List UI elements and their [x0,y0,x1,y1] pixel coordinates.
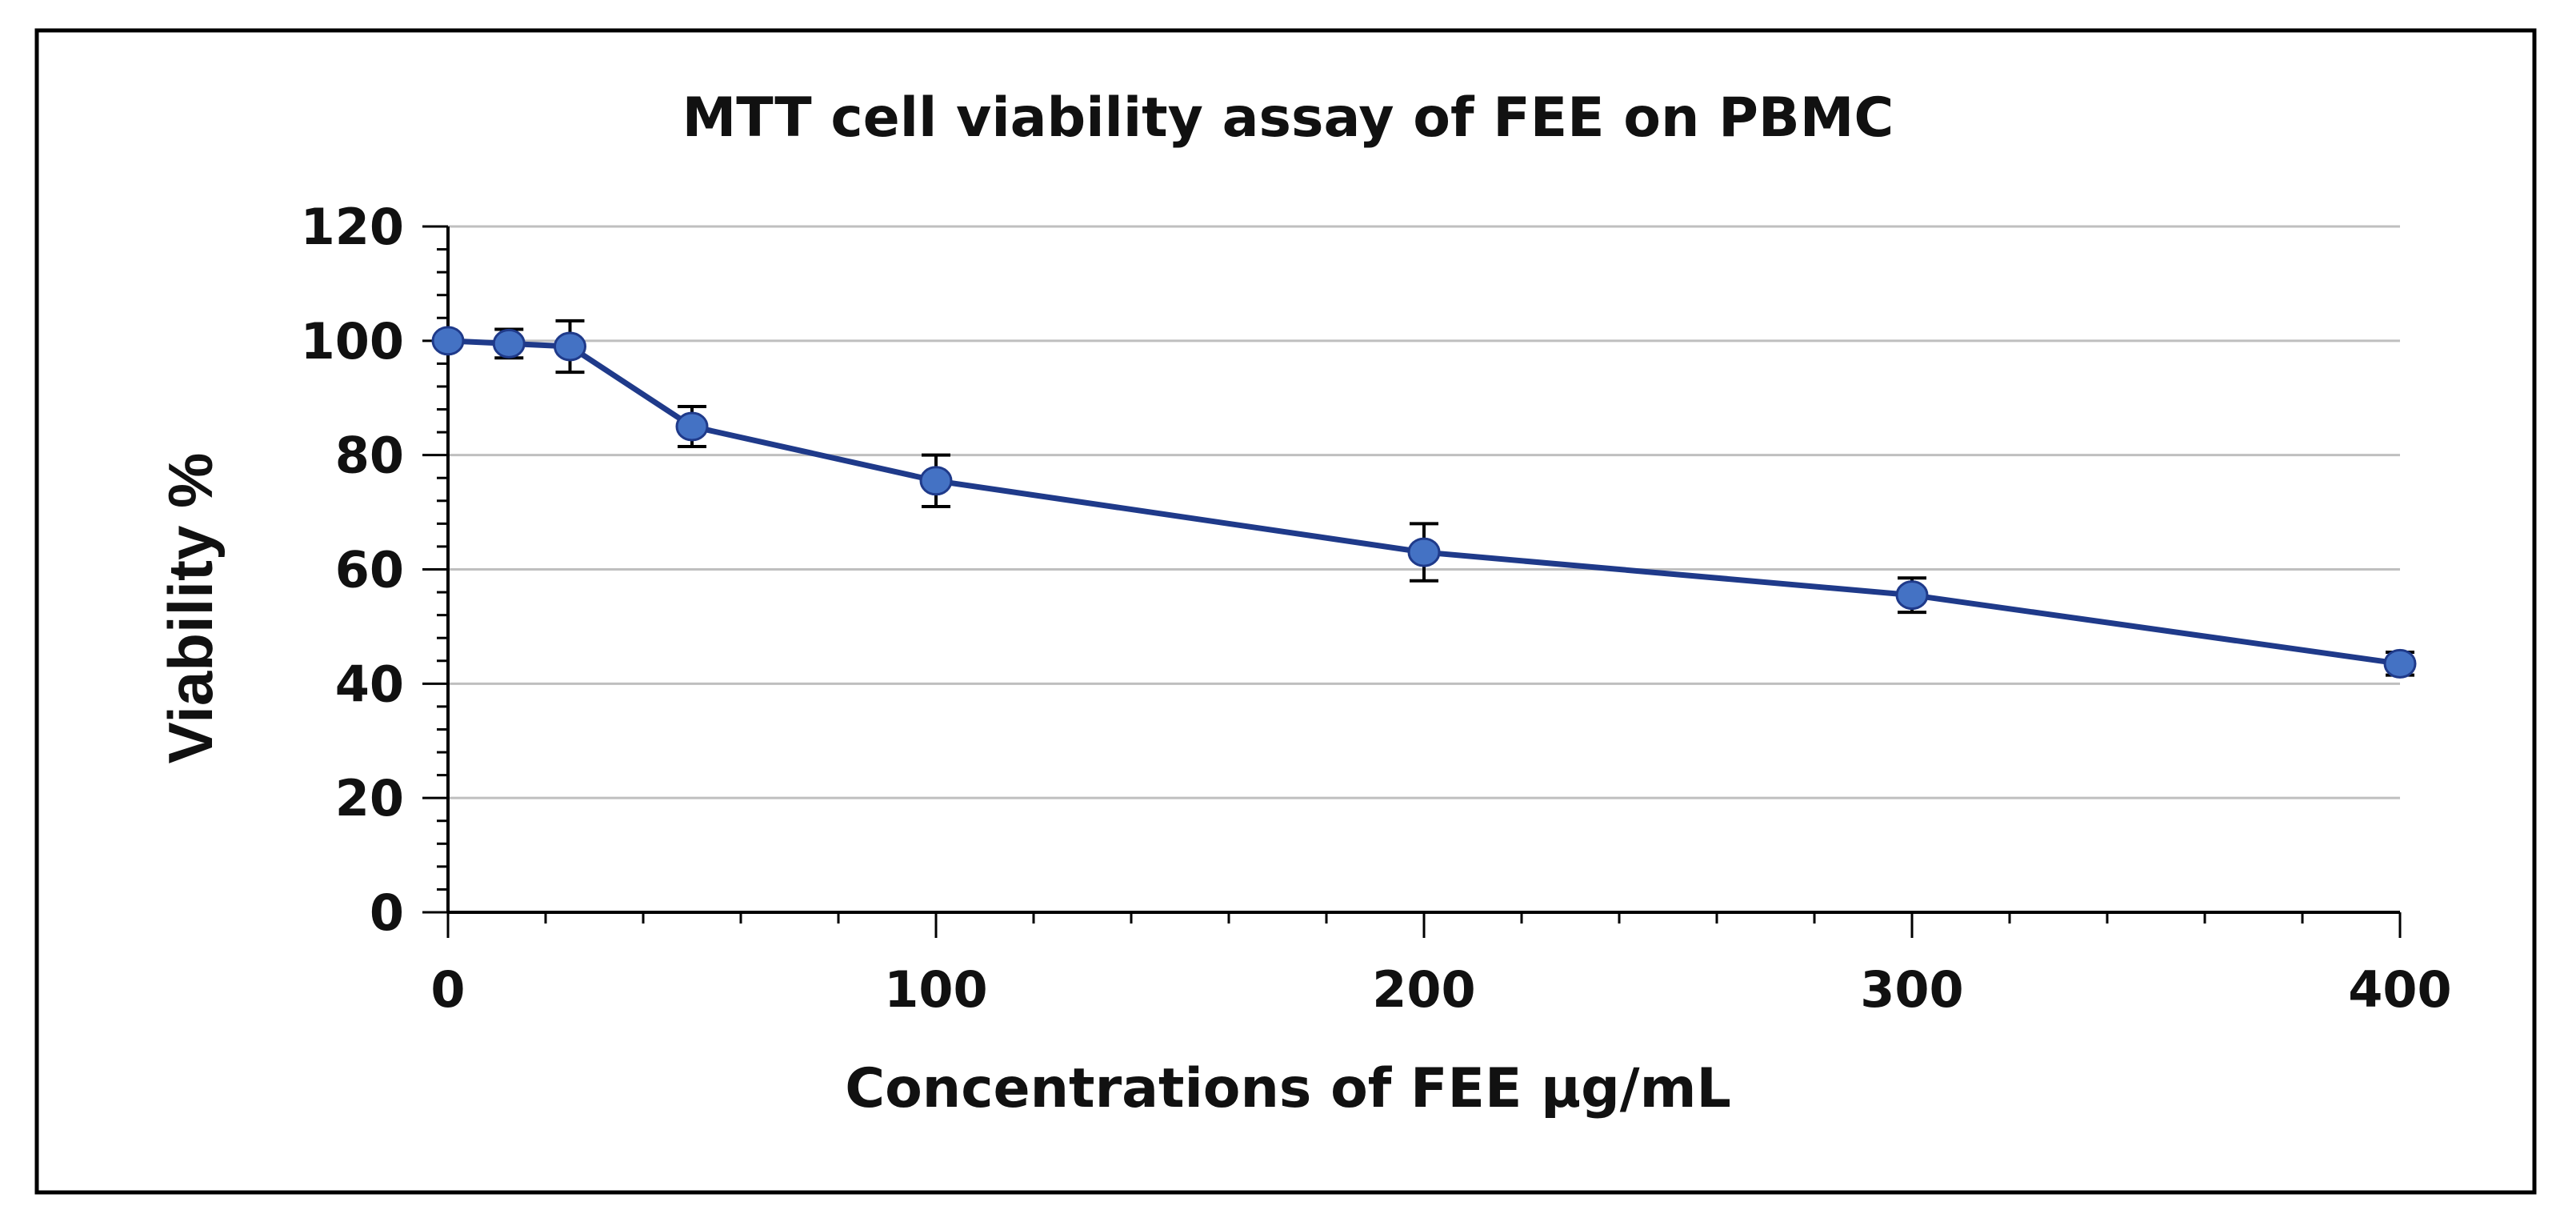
data-point [554,331,586,362]
x-tick-labels: 0 100 200 300 400 [430,960,2451,1019]
chart-title: MTT cell viability assay of FEE on PBMC [682,86,1894,150]
y-tick-label-100: 100 [301,312,404,371]
y-axis-label: Viability % [155,453,226,764]
data-point [675,411,709,442]
data-point [492,328,526,359]
x-tick-label-300: 300 [1860,960,1963,1019]
data-point [1407,537,1441,567]
x-tick-label-200: 200 [1372,960,1475,1019]
data-point [919,466,953,496]
y-tick-labels: 0 20 40 60 80 100 120 [301,198,404,942]
x-tick-label-0: 0 [430,960,465,1019]
x-tick-label-100: 100 [884,960,987,1019]
x-tick-label-400: 400 [2348,960,2451,1019]
x-axis-label: Concentrations of FEE µg/mL [845,1057,1731,1120]
y-tick-label-40: 40 [335,655,404,713]
data-point [2383,648,2417,679]
data-point [1895,580,1929,611]
data-point [431,326,465,356]
chart-border [34,28,2537,1195]
y-tick-label-120: 120 [301,198,404,256]
y-tick-label-0: 0 [370,883,404,942]
y-tick-label-60: 60 [335,541,404,599]
y-tick-label-20: 20 [335,769,404,827]
data-markers [431,326,2417,679]
y-tick-label-80: 80 [335,427,404,485]
